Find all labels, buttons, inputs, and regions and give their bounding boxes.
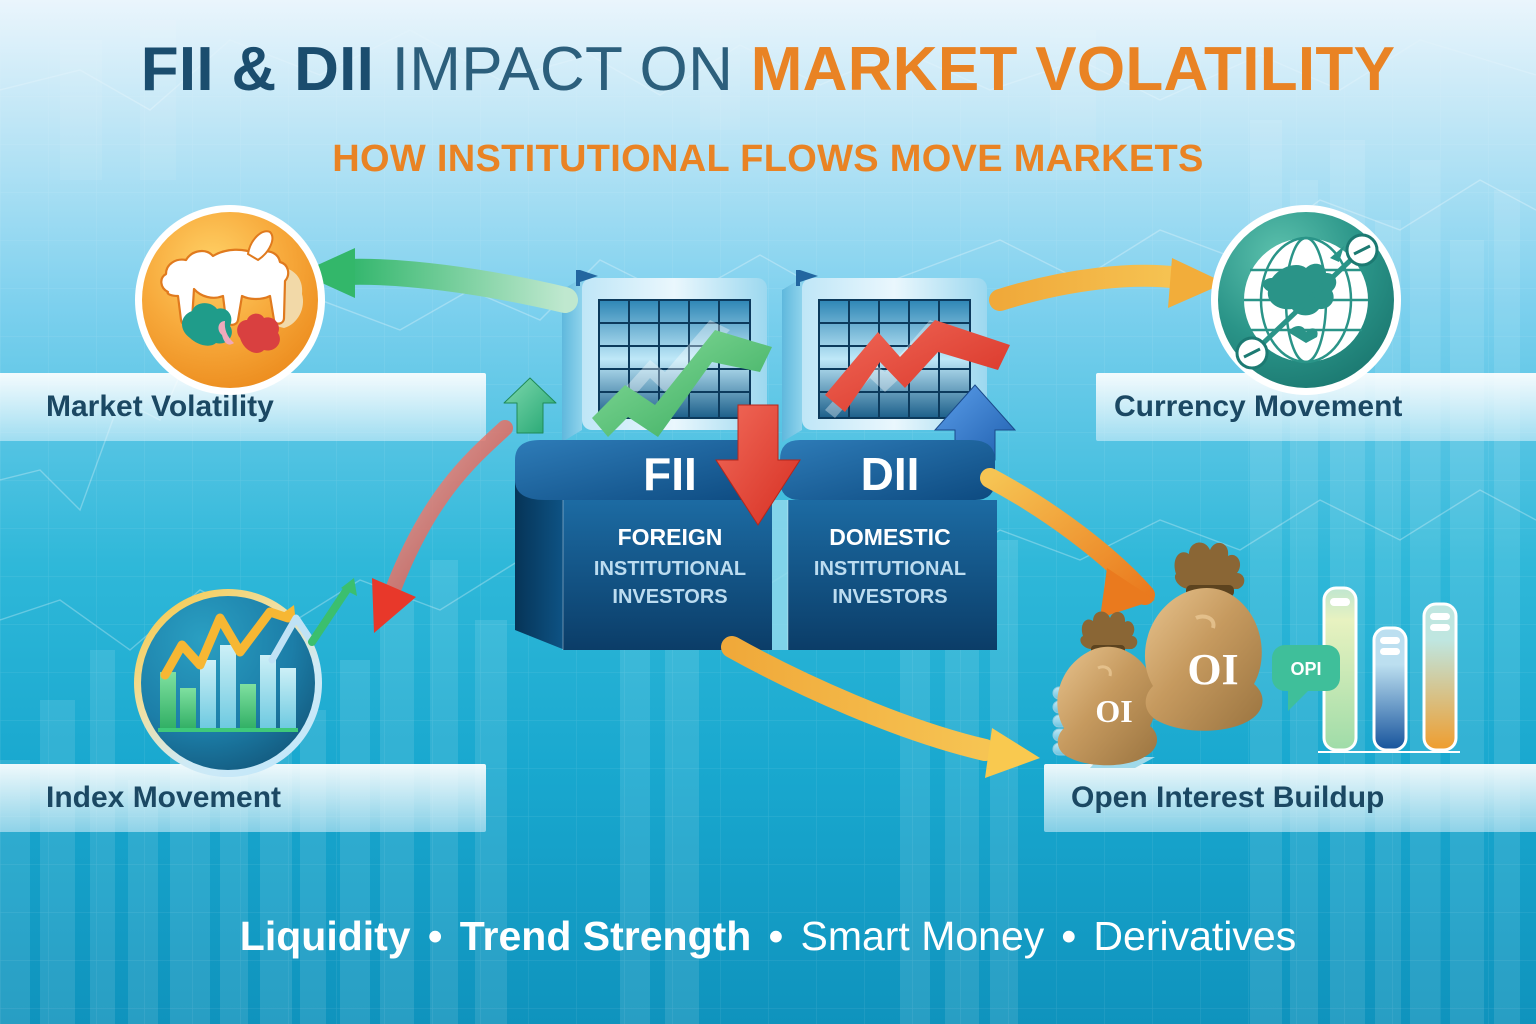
svg-text:OPI: OPI bbox=[1290, 659, 1321, 679]
svg-text:OI: OI bbox=[1187, 645, 1238, 694]
svg-text:OI: OI bbox=[1095, 693, 1132, 729]
